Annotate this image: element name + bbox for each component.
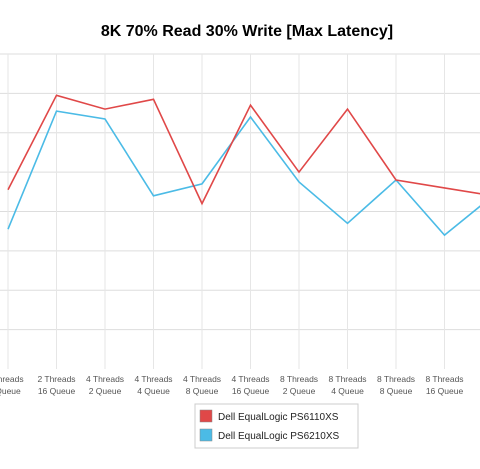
series-line-1 [7,94,480,206]
legend-box [194,403,359,449]
x-tick-label: 4 Threads [134,374,172,384]
x-tick-label: 16 Queue [426,386,464,396]
x-tick-label: 16 Queue [232,386,270,396]
x-tick-label: 8 Queue [186,386,219,396]
grid [0,53,480,369]
x-tick-label: 8 Queue [380,386,413,396]
x-tick-label: 2 Queue [283,386,316,396]
x-tick-label: 8 Threads [328,374,366,384]
x-tick-label: 8 Threads [377,374,415,384]
x-tick-label: 16 Queue [38,386,76,396]
x-tick-label: 4 Threads [231,374,269,384]
x-tick-labels: Threads Queue 2 Threads 16 Queue 4 Threads 2 … [0,374,464,396]
x-tick-label: Threads [0,374,24,384]
x-tick-label: 4 Threads [183,374,221,384]
series-line-2 [7,110,480,237]
x-tick-label: 8 Threads [425,374,463,384]
legend: Dell EqualLogic PS6110XS Dell EqualLogic … [194,403,359,449]
x-tick-label: 2 Threads [37,374,75,384]
chart-title: 8K 70% Read 30% Write [Max Latency] [101,23,393,40]
x-tick-label: 4 Queue [331,386,364,396]
x-tick-label: 2 Queue [89,386,122,396]
x-tick-label: Queue [0,386,21,396]
x-tick-label: 4 Threads [86,374,124,384]
legend-entry: Dell EqualLogic PS6110XS [218,412,339,423]
legend-swatch [199,428,213,442]
legend-swatch [199,409,213,423]
legend-entry: Dell EqualLogic PS6210XS [218,431,340,442]
x-tick-label: 8 Threads [280,374,318,384]
series-lines [7,94,480,237]
x-tick-label: 4 Queue [137,386,170,396]
